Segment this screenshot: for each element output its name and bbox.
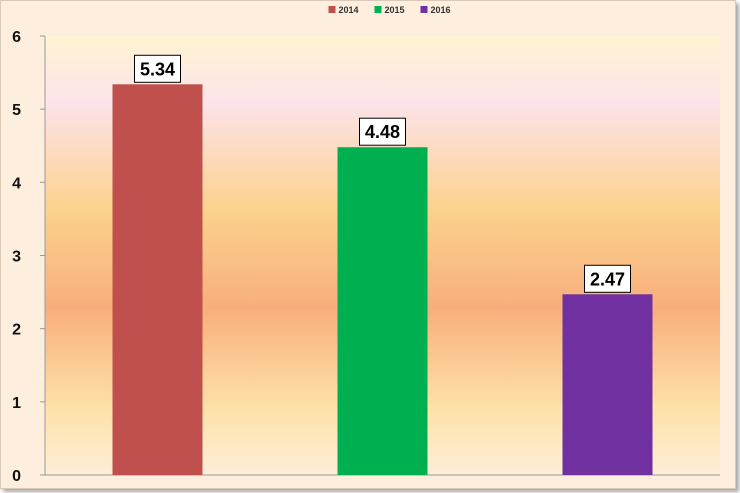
y-tick-label: 4: [12, 175, 21, 192]
bar-2014: [112, 84, 203, 475]
bar-2016: [562, 294, 653, 475]
data-label-box: [584, 264, 631, 293]
y-tick-label: 1: [12, 395, 21, 412]
data-label-box: [134, 54, 181, 83]
legend-entry: 2014: [339, 5, 359, 15]
bar-2015: [337, 147, 428, 476]
data-label: 4.48: [365, 122, 400, 142]
y-tick-label: 0: [12, 468, 21, 485]
y-tick-label: 3: [12, 249, 21, 266]
legend-swatch: [420, 6, 428, 13]
legend-entry: 2016: [431, 5, 451, 15]
legend-entry: 2015: [385, 5, 405, 15]
y-tick-label: 2: [12, 322, 21, 339]
data-label: 5.34: [140, 59, 175, 79]
data-label-box: [359, 117, 406, 146]
legend-swatch: [328, 6, 336, 13]
y-tick-label: 5: [12, 102, 21, 119]
y-tick-label: 6: [12, 29, 21, 46]
legend-swatch: [374, 6, 382, 13]
data-label: 2.47: [590, 269, 625, 289]
